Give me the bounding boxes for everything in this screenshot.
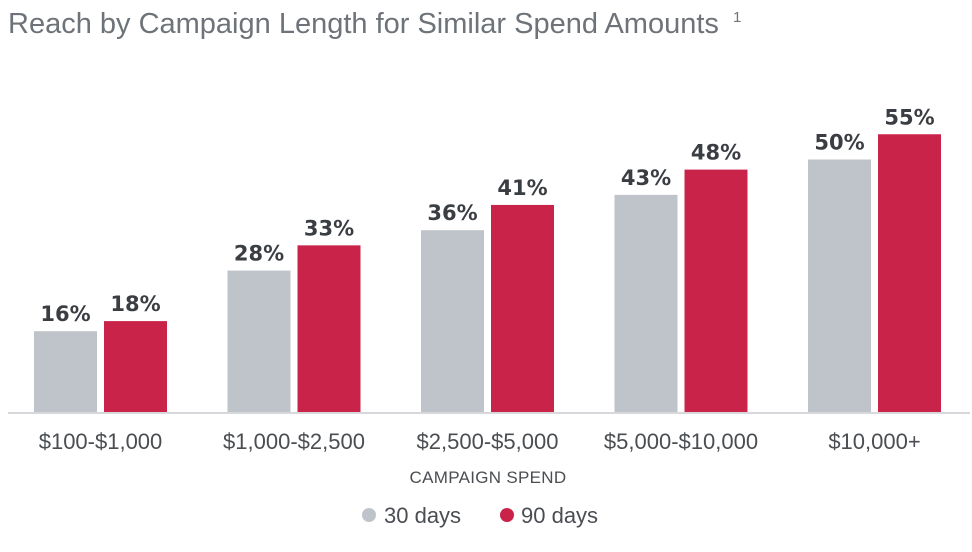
bar-series2-0	[104, 321, 167, 412]
chart-title: Reach by Campaign Length for Similar Spe…	[8, 8, 741, 40]
legend-marker-series2	[500, 508, 514, 522]
bar-series1-3	[614, 194, 678, 412]
legend-label-series1: 30 days	[384, 503, 461, 528]
bar-series2-2	[491, 204, 554, 412]
x-axis-title: CAMPAIGN SPEND	[410, 468, 567, 487]
x-tick-label-4: $10,000+	[828, 429, 920, 454]
bars-layer	[34, 134, 941, 412]
data-label-series1-3: 43%	[621, 166, 671, 190]
x-tick-label-3: $5,000-$10,000	[604, 429, 758, 454]
chart-title-superscript: 1	[733, 9, 741, 26]
x-tick-label-1: $1,000-$2,500	[223, 429, 365, 454]
bar-series2-4	[878, 134, 941, 412]
data-label-series2-4: 55%	[884, 105, 934, 129]
legend-marker-series1	[362, 508, 376, 522]
data-label-series1-4: 50%	[814, 131, 864, 155]
legend: 30 days 90 days	[362, 503, 598, 528]
data-label-series1-2: 36%	[427, 201, 477, 225]
data-label-series2-3: 48%	[691, 141, 741, 165]
data-label-series2-1: 33%	[304, 216, 354, 240]
data-label-series2-0: 18%	[110, 292, 160, 316]
x-tick-label-0: $100-$1,000	[39, 429, 163, 454]
bar-series2-1	[297, 245, 361, 412]
data-label-series1-1: 28%	[234, 242, 284, 266]
legend-label-series2: 90 days	[521, 503, 598, 528]
bar-series1-0	[34, 331, 97, 412]
chart-title-text: Reach by Campaign Length for Similar Spe…	[8, 8, 719, 40]
bar-series1-4	[808, 159, 871, 412]
bar-series2-3	[684, 169, 748, 412]
x-tick-label-2: $2,500-$5,000	[417, 429, 559, 454]
data-label-series1-0: 16%	[40, 302, 90, 326]
bar-series1-2	[421, 230, 484, 412]
value-labels-layer: 16% 18% 28% 33% 36% 41% 43% 48% 50% 55%	[40, 105, 934, 326]
x-tick-labels: $100-$1,000 $1,000-$2,500 $2,500-$5,000 $5,…	[39, 429, 921, 454]
data-label-series2-2: 41%	[497, 176, 547, 200]
bar-series1-1	[227, 270, 291, 412]
